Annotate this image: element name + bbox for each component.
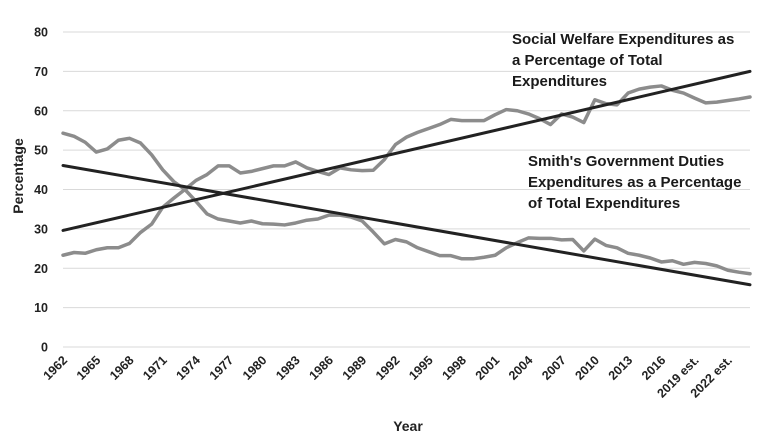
x-tick-label: 1986 <box>306 353 336 383</box>
trend-line-2 <box>61 69 752 232</box>
x-tick-label: 1989 <box>340 353 370 383</box>
x-tick-label: 1980 <box>240 353 270 383</box>
annotation-1-line: Smith's Government Duties <box>528 153 724 170</box>
y-tick-label: 40 <box>34 183 48 197</box>
x-axis-title: Year <box>393 418 423 434</box>
y-tick-label: 0 <box>41 341 48 355</box>
x-tick-label: 1995 <box>406 353 436 383</box>
x-axis-ticks: 1962 1965 1968 1971 1974 1977 1980 1983 1986 1989… <box>41 353 735 400</box>
x-tick-label: 1965 <box>74 353 104 383</box>
series-line-1 <box>61 84 752 258</box>
x-tick-label: 1983 <box>273 353 303 383</box>
y-axis-title: Percentage <box>10 138 26 214</box>
annotation-1-line: of Total Expenditures <box>528 195 680 212</box>
annotation-0-line: Social Welfare Expenditures as <box>512 31 734 48</box>
x-tick-label: 1971 <box>140 353 170 383</box>
y-axis-ticks: 0 10 20 30 40 50 60 70 80 <box>34 26 48 355</box>
x-tick-label: 2007 <box>539 353 569 383</box>
x-tick-label: 2016 <box>639 353 669 383</box>
x-tick-label: 1968 <box>107 353 137 383</box>
y-tick-label: 60 <box>34 104 48 118</box>
y-tick-label: 50 <box>34 144 48 158</box>
x-tick-label: 1992 <box>373 353 403 383</box>
x-tick-label: 1974 <box>174 353 204 383</box>
y-tick-label: 30 <box>34 222 48 236</box>
x-tick-label: 2010 <box>572 353 602 383</box>
x-tick-label: 2004 <box>506 353 536 383</box>
annotation-0-line: a Percentage of Total <box>512 52 663 69</box>
x-tick-label: 1998 <box>439 353 469 383</box>
annotation-0-line: Expenditures <box>512 73 607 90</box>
y-tick-label: 10 <box>34 301 48 315</box>
x-tick-label: 2013 <box>606 353 636 383</box>
trend-line-3 <box>61 163 752 287</box>
annotation-1-line: Expenditures as a Percentage <box>528 174 741 191</box>
y-tick-label: 80 <box>34 26 48 40</box>
annotations: Social Welfare Expenditures as a Percenta… <box>512 31 741 212</box>
x-tick-label: 1962 <box>41 353 71 383</box>
x-tick-label: 1977 <box>207 353 237 383</box>
x-tick-label: 2001 <box>473 353 503 383</box>
y-tick-label: 70 <box>34 65 48 79</box>
y-tick-label: 20 <box>34 262 48 276</box>
series-lines <box>61 69 752 287</box>
